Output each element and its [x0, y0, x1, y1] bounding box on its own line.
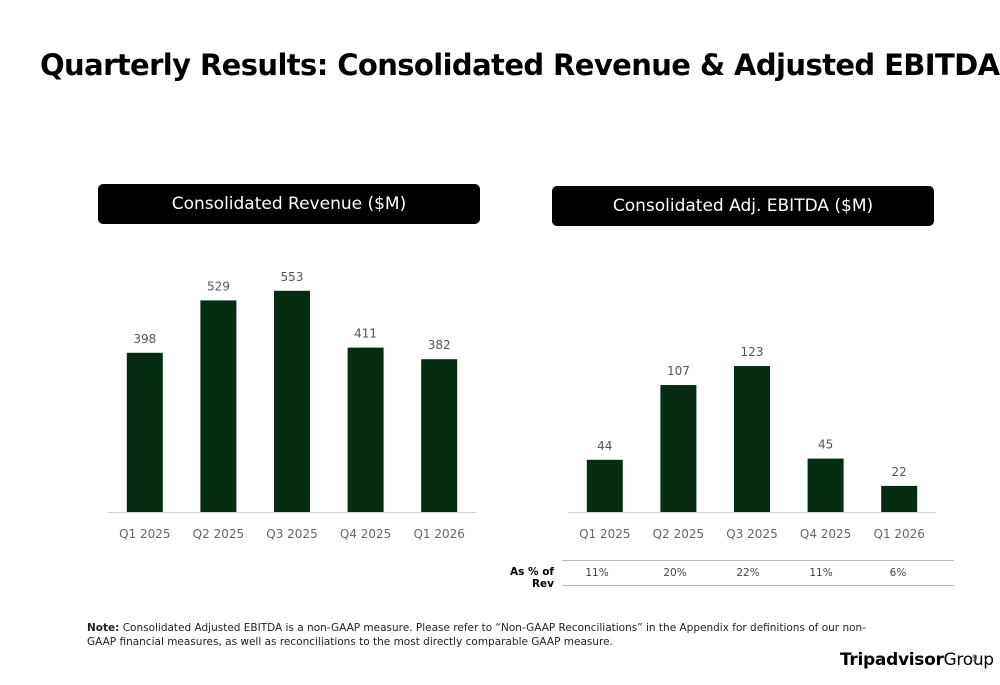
x-tick-label: Q3 2025 — [266, 527, 317, 541]
revenue-bar-chart: 398 Q1 2025 529 Q2 2025 553 Q3 2025 411 Q4 2025… — [108, 270, 476, 541]
pct-of-revenue-row: As % of Rev 11% 20% 22% 11% 6% — [490, 560, 964, 590]
x-tick-label: Q2 2025 — [653, 527, 704, 541]
ebitda-bar-chart: 44 Q1 2025 107 Q2 2025 123 Q3 2025 45 Q4 2025 22… — [568, 345, 936, 541]
x-tick-label: Q1 2026 — [873, 527, 924, 541]
data-label: 382 — [428, 338, 451, 352]
bar — [274, 290, 310, 512]
pct-value: 6% — [889, 567, 907, 579]
x-tick-label: Q1 2025 — [579, 527, 630, 541]
footnote-text: Consolidated Adjusted EBITDA is a non-GA… — [87, 622, 866, 648]
revenue-chart-title: Consolidated Revenue ($M) — [171, 194, 407, 214]
footnote-label: Note: — [87, 622, 120, 634]
ebitda-chart-title: Consolidated Adj. EBITDA ($M) — [612, 196, 874, 216]
data-label: 45 — [818, 438, 833, 452]
x-tick-label: Q4 2025 — [800, 527, 851, 541]
x-tick-label: Q1 2025 — [119, 527, 170, 541]
ebitda-chart-header: Consolidated Adj. EBITDA ($M) — [552, 186, 934, 226]
bar — [734, 366, 770, 512]
pct-row-bottom-divider — [562, 585, 954, 586]
data-label: 123 — [741, 345, 764, 359]
page-number: 9 — [972, 654, 978, 664]
pct-value: 20% — [663, 567, 687, 579]
data-label: 107 — [667, 364, 690, 378]
x-tick-label: Q4 2025 — [340, 527, 391, 541]
data-label: 529 — [207, 279, 230, 293]
pct-row-label: As % of Rev — [510, 566, 554, 590]
bar — [347, 347, 384, 512]
pct-value: 22% — [736, 567, 760, 579]
data-label: 22 — [892, 465, 907, 479]
footnote: Note: Consolidated Adjusted EBITDA is a … — [87, 621, 867, 649]
bar — [807, 458, 844, 512]
data-label: 398 — [133, 332, 156, 346]
bar — [660, 385, 697, 512]
bar — [421, 359, 458, 512]
x-tick-label: Q3 2025 — [726, 527, 777, 541]
bar — [126, 352, 163, 512]
pct-value: 11% — [809, 567, 833, 579]
page-title: Quarterly Results: Consolidated Revenue … — [40, 48, 1000, 82]
data-label: 44 — [597, 439, 612, 453]
bar — [586, 459, 623, 512]
x-tick-label: Q2 2025 — [193, 527, 244, 541]
pct-row-top-divider — [562, 560, 954, 561]
revenue-chart-header: Consolidated Revenue ($M) — [98, 184, 480, 224]
bar — [881, 485, 918, 512]
tripadvisor-group-logo: TripadvisorGroup — [840, 650, 994, 670]
logo-group: Group — [943, 650, 995, 670]
bar — [200, 300, 237, 512]
x-tick-label: Q1 2026 — [413, 527, 464, 541]
pct-value: 11% — [585, 567, 609, 579]
data-label: 411 — [354, 327, 377, 341]
data-label: 553 — [281, 270, 304, 284]
logo-brand: Tripadvisor — [840, 650, 944, 670]
